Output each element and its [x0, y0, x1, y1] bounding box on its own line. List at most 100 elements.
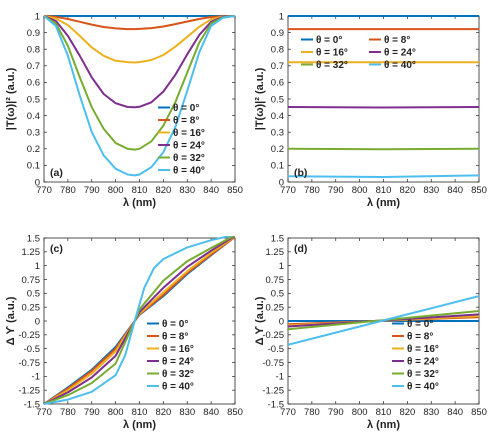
- x-tick-label: 840: [203, 185, 219, 196]
- y-tick-label: 0.3: [27, 128, 40, 139]
- x-tick-label: 790: [84, 407, 100, 418]
- x-tick-label: 850: [227, 185, 243, 196]
- y-tick-label: -1.5: [24, 399, 40, 410]
- x-tick-label: 820: [399, 185, 415, 196]
- legend-entry: θ = 16°: [173, 128, 205, 139]
- legend-entry: θ = 40°: [407, 382, 439, 393]
- y-tick-label: -0.5: [268, 344, 284, 355]
- x-tick-label: 810: [132, 185, 148, 196]
- panel-label: (a): [50, 167, 63, 179]
- x-axis-label: λ (nm): [123, 197, 156, 209]
- x-tick-label: 850: [471, 185, 487, 196]
- y-tick-label: 0: [35, 177, 40, 188]
- series-line: [44, 15, 235, 31]
- legend-entry: θ = 8°: [162, 332, 188, 343]
- series-line: [44, 236, 235, 405]
- axes-box: [43, 237, 236, 405]
- x-tick-label: 840: [447, 185, 463, 196]
- y-tick-label: 1.25: [22, 247, 41, 258]
- y-tick-label: 0.1: [27, 161, 40, 172]
- x-tick-label: 830: [179, 407, 195, 418]
- legend-entry: θ = 0°: [173, 103, 199, 114]
- legend-entry: θ = 24°: [407, 357, 439, 368]
- series-line: [44, 15, 235, 151]
- legend-entry: θ = 0°: [407, 319, 433, 330]
- y-tick-label: 0.2: [27, 144, 40, 155]
- series-line: [288, 106, 479, 109]
- legend-entry: θ = 32°: [162, 369, 194, 380]
- y-tick-label: -1: [32, 372, 40, 383]
- legend-entry: θ = 24°: [173, 141, 205, 152]
- x-tick-label: 830: [423, 185, 439, 196]
- x-tick-label: 850: [227, 407, 243, 418]
- y-tick-label: -1.25: [18, 385, 40, 396]
- x-axis-label: λ (nm): [367, 419, 400, 431]
- y-tick-label: 0.9: [271, 28, 284, 39]
- y-tick-label: -0.75: [262, 358, 284, 369]
- x-tick-label: 830: [179, 185, 195, 196]
- x-tick-label: 820: [155, 407, 171, 418]
- y-tick-label: 0: [279, 177, 284, 188]
- y-axis-label: |T(ω)|² (a.u.): [254, 67, 266, 130]
- y-tick-label: -0.5: [24, 344, 40, 355]
- legend-entry: θ = 16°: [316, 48, 348, 59]
- chart-panel-2: 770 780 790 800 810 820 830 840 850 -1.5 -1.25 -1 -0…: [5, 233, 243, 431]
- legend-entry: θ = 40°: [384, 60, 416, 71]
- legend-entry: θ = 16°: [407, 344, 439, 355]
- series-line: [44, 236, 235, 405]
- x-axis-label: λ (nm): [123, 419, 156, 431]
- legend-entry: θ = 0°: [162, 319, 188, 330]
- x-tick-label: 840: [203, 407, 219, 418]
- y-tick-label: 0.6: [27, 78, 40, 89]
- x-tick-label: 780: [304, 407, 320, 418]
- panel-label: (d): [294, 243, 307, 255]
- y-tick-label: 0.1: [271, 161, 284, 172]
- panel-label: (b): [294, 167, 307, 179]
- x-tick-label: 780: [60, 185, 76, 196]
- y-tick-label: 0: [35, 316, 40, 327]
- legend-entry: θ = 8°: [173, 116, 199, 127]
- series-line: [44, 15, 235, 64]
- x-axis-label: λ (nm): [367, 197, 400, 209]
- legend-entry: θ = 32°: [173, 153, 205, 164]
- legend-entry: θ = 16°: [162, 344, 194, 355]
- y-tick-label: 0.5: [271, 289, 284, 300]
- y-tick-label: 0.4: [271, 111, 284, 122]
- x-tick-label: 790: [328, 407, 344, 418]
- y-tick-label: 0.25: [22, 302, 41, 313]
- x-tick-label: 810: [132, 407, 148, 418]
- x-tick-label: 780: [304, 185, 320, 196]
- legend-entry: θ = 40°: [173, 166, 205, 177]
- y-tick-label: -0.25: [18, 330, 40, 341]
- y-axis-label: |T(ω)|² (a.u.): [5, 67, 17, 130]
- panel-label: (c): [50, 243, 63, 255]
- y-tick-label: 1.25: [266, 247, 285, 258]
- x-tick-label: 800: [108, 185, 124, 196]
- y-tick-label: -0.75: [18, 358, 40, 369]
- y-tick-label: 0.4: [27, 111, 40, 122]
- y-tick-label: -0.25: [262, 330, 284, 341]
- x-tick-label: 810: [376, 407, 392, 418]
- y-tick-label: 0.75: [266, 275, 285, 286]
- y-tick-label: 1: [35, 261, 40, 272]
- x-tick-label: 800: [352, 407, 368, 418]
- series-line: [288, 147, 479, 151]
- series-line: [288, 174, 479, 178]
- x-tick-label: 810: [376, 185, 392, 196]
- y-tick-label: 1: [35, 11, 40, 22]
- series-line: [44, 236, 235, 405]
- x-tick-label: 770: [280, 407, 296, 418]
- series-line: [44, 236, 235, 405]
- y-tick-label: 0.8: [271, 45, 284, 56]
- x-tick-label: 780: [60, 407, 76, 418]
- series-line: [44, 15, 235, 109]
- y-tick-label: 0.25: [266, 302, 285, 313]
- y-tick-label: 0.8: [27, 45, 40, 56]
- y-tick-label: 0.6: [271, 78, 284, 89]
- legend-entry: θ = 32°: [407, 369, 439, 380]
- y-tick-label: 1: [279, 11, 284, 22]
- y-tick-label: 0: [279, 316, 284, 327]
- legend-entry: θ = 24°: [384, 48, 416, 59]
- y-axis-label: Δ ϒ (a.u.): [5, 296, 17, 345]
- x-tick-label: 770: [36, 185, 52, 196]
